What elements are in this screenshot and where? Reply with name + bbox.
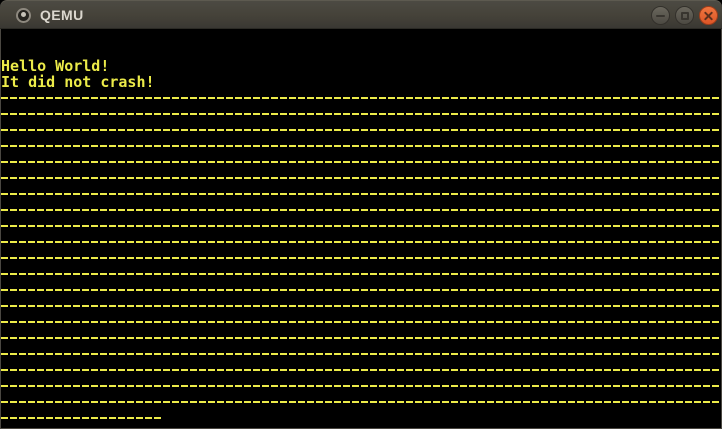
terminal-dash-row bbox=[1, 209, 719, 211]
terminal-dash-row bbox=[1, 305, 719, 307]
minimize-button[interactable] bbox=[651, 6, 670, 25]
qemu-window-icon bbox=[16, 8, 31, 23]
terminal-dash-row bbox=[1, 321, 719, 323]
terminal-dash-row bbox=[1, 289, 719, 291]
maximize-icon bbox=[681, 12, 689, 20]
terminal-dash-row bbox=[1, 129, 719, 131]
terminal-dash-row bbox=[1, 161, 719, 163]
terminal-dash-row bbox=[1, 113, 719, 115]
terminal-dash-row bbox=[1, 241, 719, 243]
window-controls bbox=[651, 6, 718, 25]
terminal-dash-row bbox=[1, 225, 719, 227]
terminal-dash-row bbox=[1, 273, 719, 275]
close-icon bbox=[704, 11, 713, 20]
terminal-dash-row bbox=[1, 417, 161, 419]
terminal-dash-row bbox=[1, 97, 719, 99]
terminal-dash-row bbox=[1, 369, 719, 371]
terminal-dash-row bbox=[1, 337, 719, 339]
maximize-button[interactable] bbox=[675, 6, 694, 25]
terminal-line-hello: Hello World! bbox=[1, 57, 110, 75]
terminal-dash-row bbox=[1, 401, 719, 403]
vga-display[interactable]: Hello World! It did not crash! bbox=[0, 29, 722, 429]
titlebar[interactable]: QEMU bbox=[0, 0, 722, 29]
close-button[interactable] bbox=[699, 6, 718, 25]
terminal-dash-row bbox=[1, 257, 719, 259]
window-icon-dot bbox=[21, 12, 26, 17]
terminal-dash-row bbox=[1, 385, 719, 387]
minimize-icon bbox=[656, 15, 665, 17]
terminal-dash-row bbox=[1, 353, 719, 355]
terminal-line-crash: It did not crash! bbox=[1, 73, 155, 91]
terminal-dash-row bbox=[1, 177, 719, 179]
window-title: QEMU bbox=[40, 7, 84, 23]
terminal-dash-row bbox=[1, 145, 719, 147]
terminal-dash-row bbox=[1, 193, 719, 195]
